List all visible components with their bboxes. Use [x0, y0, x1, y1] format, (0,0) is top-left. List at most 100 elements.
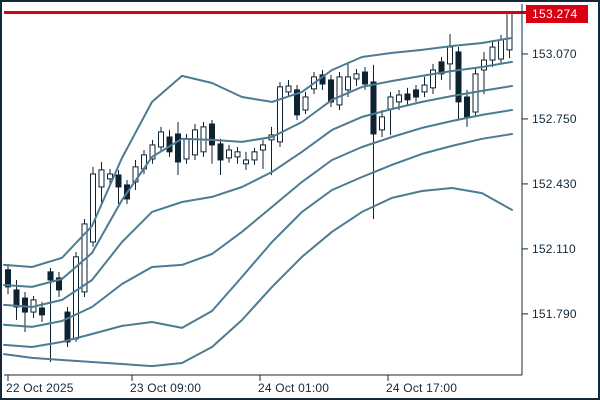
candle: [98, 161, 105, 205]
candle: [260, 139, 266, 169]
middle-band-line: [3, 85, 513, 308]
candle: [455, 47, 462, 120]
candle: [421, 76, 428, 98]
candle-body-down: [175, 133, 181, 163]
candle: [192, 124, 198, 160]
candle-body-up: [498, 39, 504, 60]
candle-body-down: [464, 96, 470, 118]
candle-body-up: [336, 76, 343, 106]
candle: [370, 64, 377, 220]
candle-body-up: [90, 173, 96, 243]
price-tick-label: 152.110: [532, 241, 576, 256]
candle-body-down: [39, 307, 45, 316]
candle-body-up: [489, 46, 496, 61]
candle-body-up: [506, 12, 513, 51]
price-tick-label: 152.750: [532, 111, 577, 126]
candle: [132, 159, 139, 191]
candle: [413, 85, 419, 102]
time-tick-label: 22 Oct 2025: [6, 381, 74, 395]
candle-body-up: [285, 85, 292, 93]
candle: [22, 291, 28, 332]
candle: [217, 138, 224, 175]
time-tick-label: 24 Oct 01:00: [258, 381, 330, 395]
candle: [243, 151, 249, 170]
lower-band-1-line: [3, 109, 513, 328]
candle-body-down: [22, 297, 28, 313]
candle-body-up: [387, 96, 394, 110]
candle-body-up: [421, 84, 428, 93]
candle: [175, 121, 181, 175]
candle: [319, 69, 326, 90]
candle-body-up: [226, 149, 232, 159]
candle-body-down: [5, 269, 11, 288]
candle-body-up: [243, 159, 249, 165]
candle-body-up: [234, 151, 241, 158]
candle: [90, 166, 96, 247]
candle: [336, 72, 343, 110]
candle: [107, 168, 113, 184]
candle: [302, 91, 309, 115]
candle: [251, 147, 258, 165]
candle-body-up: [260, 144, 266, 151]
candle-body-up: [277, 86, 283, 143]
candle: [226, 144, 232, 163]
candle-body-down: [217, 143, 224, 161]
candle: [345, 61, 351, 98]
candle-body-down: [47, 271, 54, 281]
candle-body-down: [64, 311, 71, 343]
time-tick-label: 23 Oct 09:00: [130, 381, 202, 395]
candle: [464, 89, 470, 127]
upper-band-1-line: [3, 60, 513, 288]
candle-body-down: [115, 174, 122, 188]
candle: [158, 126, 164, 152]
candle-body-down: [13, 289, 20, 308]
candle: [115, 169, 122, 205]
candles-group: [5, 11, 513, 363]
time-tick-label: 24 Oct 17:00: [386, 381, 458, 395]
candle: [209, 119, 215, 164]
candle: [430, 63, 436, 94]
candle: [285, 79, 292, 98]
candle: [5, 263, 11, 294]
candle-body-up: [345, 76, 351, 91]
candle: [379, 110, 385, 138]
price-tick-label: 153.070: [532, 46, 577, 61]
candle-body-down: [328, 79, 334, 103]
candle-body-up: [430, 69, 436, 89]
candle-body-up: [158, 131, 164, 148]
candle-body-up: [481, 59, 487, 71]
candle-body-up: [98, 169, 105, 188]
candle-body-up: [302, 96, 309, 111]
candle: [447, 34, 453, 90]
slow-ma-line: [3, 187, 513, 368]
candle-body-down: [438, 61, 445, 75]
candle-body-up: [192, 129, 198, 156]
lower-band-2-line: [3, 133, 513, 348]
current-price-badge: 153.274: [526, 5, 588, 23]
candle: [47, 267, 54, 363]
candle: [268, 126, 275, 175]
candle-body-down: [209, 123, 215, 146]
candle-body-up: [353, 73, 360, 80]
candle-body-down: [455, 51, 462, 103]
price-tick-label: 151.790: [532, 306, 577, 321]
candle-body-up: [396, 94, 402, 103]
candle-body-down: [362, 71, 368, 85]
candle: [56, 271, 62, 298]
candle-body-up: [379, 116, 385, 131]
candle: [166, 129, 173, 157]
candle-body-up: [149, 144, 156, 160]
candle-body-down: [404, 93, 411, 101]
price-tick-label: 152.430: [532, 176, 577, 191]
candle: [294, 85, 300, 120]
candle: [353, 68, 360, 87]
candle-body-down: [56, 277, 62, 291]
candle-body-up: [107, 173, 113, 180]
candle: [438, 57, 445, 80]
candle: [277, 81, 283, 147]
candle-body-up: [183, 138, 190, 160]
candle: [481, 51, 487, 94]
upper-band-2-line: [3, 36, 513, 268]
